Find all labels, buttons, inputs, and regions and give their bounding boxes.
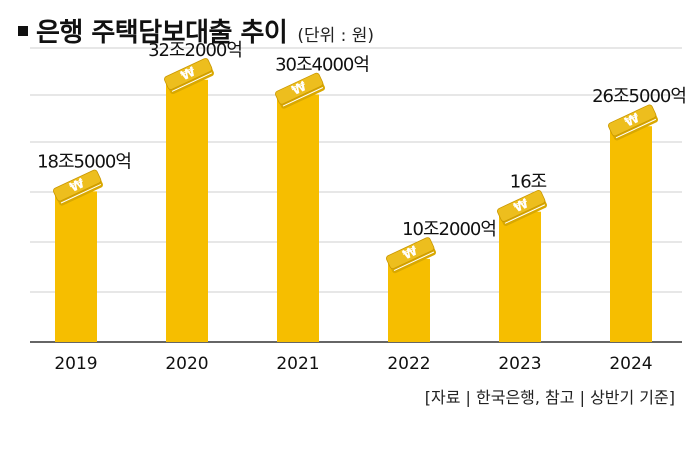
x-tick-label: 2019 — [54, 354, 97, 374]
svg-text:₩: ₩ — [179, 64, 199, 84]
coin-stack-icon: ₩ — [275, 72, 325, 109]
data-label: 10조2000억 — [402, 219, 496, 240]
bar — [610, 126, 652, 342]
x-tick-label: 2022 — [387, 354, 430, 374]
x-tick-label: 2020 — [165, 354, 208, 374]
coin-stack-icon: ₩ — [608, 104, 658, 141]
coin-stack-icon: ₩ — [164, 58, 214, 95]
x-tick-label: 2023 — [498, 354, 541, 374]
data-label: 30조4000억 — [275, 54, 369, 75]
coin-stack-icon: ₩ — [497, 190, 547, 226]
svg-text:₩: ₩ — [68, 176, 88, 196]
chart-title-block: 은행 주택담보대출 추이 (단위 : 원) — [18, 12, 374, 52]
chart-title: 은행 주택담보대출 추이 — [36, 18, 288, 48]
x-tick-label: 2021 — [276, 354, 319, 374]
data-label: 32조2000억 — [148, 40, 242, 61]
svg-text:₩: ₩ — [623, 111, 643, 131]
bar — [166, 79, 208, 343]
svg-text:₩: ₩ — [401, 243, 421, 263]
x-tick-label: 2024 — [609, 354, 652, 374]
data-label: 18조5000억 — [37, 151, 131, 172]
bar — [55, 191, 97, 342]
svg-text:₩: ₩ — [512, 196, 532, 216]
bar — [499, 211, 541, 342]
coin-stack-icon: ₩ — [386, 237, 436, 274]
unit-label: (단위 : 원) — [297, 26, 375, 46]
title-bullet-icon — [18, 26, 28, 36]
bar — [277, 94, 319, 342]
data-label: 26조5000억 — [592, 86, 686, 107]
coin-stack-icon: ₩ — [53, 169, 103, 206]
data-label: 16조 — [510, 172, 547, 193]
svg-text:₩: ₩ — [290, 79, 310, 99]
source-note: [자료 | 한국은행, 참고 | 상반기 기준] — [424, 388, 675, 407]
gridlines — [30, 47, 682, 293]
